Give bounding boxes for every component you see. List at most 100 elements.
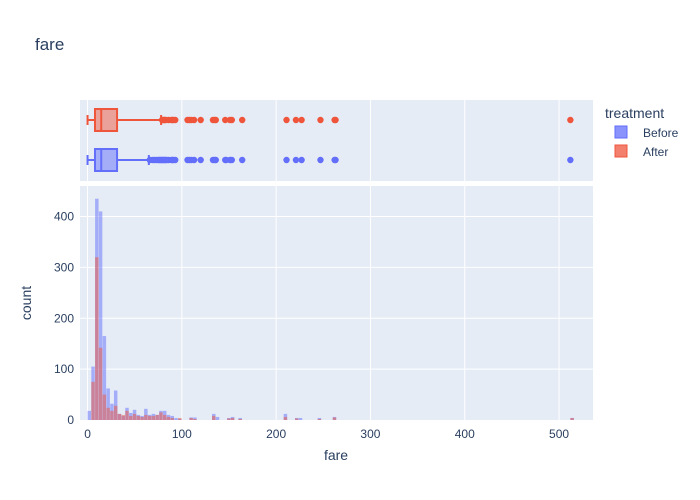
box-outlier-after	[238, 116, 246, 124]
hist-bar-before	[144, 408, 148, 420]
hist-bar-before	[113, 390, 118, 420]
hist-bar-before	[106, 388, 110, 420]
hist-bar-after	[121, 414, 125, 420]
hist-bar-after	[144, 414, 148, 420]
y-tick-label: 400	[54, 210, 74, 224]
box-outlier-after	[222, 116, 229, 124]
box-outlier-before	[228, 156, 236, 164]
hist-bar-after	[570, 417, 574, 420]
hist-bar-after	[125, 410, 129, 420]
legend-swatch-after	[614, 144, 628, 158]
hist-bar-after	[230, 417, 235, 420]
hist-bar-after	[159, 412, 163, 420]
gridlines	[80, 100, 593, 420]
x-tick-label: 300	[360, 427, 380, 441]
hist-bar-after	[193, 418, 197, 420]
y-tick-label: 100	[54, 362, 74, 376]
legend-swatch-before	[614, 125, 628, 139]
y-tick-label: 300	[54, 260, 74, 274]
box-outlier-before	[197, 156, 204, 164]
legend-label-before: Before	[643, 126, 679, 140]
hist-bar-before	[98, 211, 103, 420]
box-outlier-after	[567, 116, 574, 124]
legend-title: treatment	[605, 105, 664, 121]
box-outlier-after	[298, 116, 305, 124]
hist-bar-before	[102, 336, 107, 420]
hist-bar-after	[113, 405, 118, 420]
hist-bar-after	[155, 414, 159, 420]
box-panel-bg	[80, 100, 593, 181]
y-tick-label: 200	[54, 311, 74, 325]
box-outlier-after	[197, 116, 204, 124]
hist-bar-after	[317, 418, 322, 420]
y-axis-title: count	[18, 286, 34, 320]
hist-panel-bg	[80, 186, 593, 420]
hist-bar-after	[98, 347, 103, 420]
hist-bar-before	[193, 417, 197, 420]
box-iqr-before	[93, 148, 119, 172]
legend-item-after[interactable]: After	[614, 144, 668, 159]
x-tick-label: 0	[84, 427, 91, 441]
chart-title: fare	[35, 35, 64, 54]
box-outlier-before	[298, 156, 305, 164]
legend: treatment Before After	[605, 105, 679, 159]
box-outlier-before	[238, 156, 246, 164]
box-outlier-after	[172, 116, 179, 124]
box-outlier-after	[317, 116, 324, 124]
hist-bar-after	[332, 417, 337, 420]
hist-bar-after	[212, 415, 216, 420]
box-outlier-after	[212, 116, 219, 124]
box-outlier-after	[228, 116, 236, 124]
hist-bar-after	[283, 416, 288, 420]
histogram-bars	[87, 198, 574, 420]
box-outlier-before	[317, 156, 324, 164]
hist-bar-after	[162, 414, 167, 420]
box-outlier-before	[332, 156, 339, 164]
box-outlier-before	[567, 156, 574, 164]
x-tick-label: 100	[172, 427, 192, 441]
x-axis-title: fare	[324, 447, 348, 463]
hist-bar-after	[238, 418, 242, 420]
x-tick-label: 200	[266, 427, 286, 441]
hist-bar-after	[129, 415, 133, 420]
box-plots	[86, 108, 574, 172]
hist-bar-before	[215, 416, 220, 420]
box-outlier-before	[212, 156, 219, 164]
hist-bar-after	[106, 407, 110, 420]
hist-bar-after	[170, 417, 175, 420]
hist-bar-after	[189, 417, 193, 420]
hist-bar-after	[102, 394, 107, 420]
hist-bar-after	[151, 415, 156, 420]
y-tick-label: 0	[67, 413, 74, 427]
hist-bar-after	[227, 418, 231, 420]
box-outlier-after	[292, 116, 300, 124]
hist-bar-after	[178, 417, 182, 420]
box-outlier-after	[332, 116, 339, 124]
box-outlier-before	[172, 156, 179, 164]
box-outlier-before	[292, 156, 300, 164]
hist-bar-after	[166, 416, 171, 420]
hist-bar-before	[174, 417, 178, 420]
hist-bar-after	[295, 418, 299, 420]
hist-bar-after	[132, 413, 137, 420]
hist-bar-after	[95, 257, 99, 420]
box-iqr-after	[93, 108, 119, 132]
box-outlier-after	[190, 116, 198, 124]
hist-bar-after	[91, 381, 95, 420]
x-tick-label: 400	[455, 427, 475, 441]
hist-bar-before	[87, 410, 92, 420]
hist-bar-after	[117, 413, 122, 420]
hist-bar-after	[147, 415, 152, 420]
legend-label-after: After	[643, 145, 668, 159]
legend-item-before[interactable]: Before	[614, 125, 679, 140]
box-outlier-before	[190, 156, 198, 164]
box-outlier-after	[283, 116, 290, 124]
hist-bar-after	[140, 416, 144, 420]
hist-bar-after	[136, 415, 141, 420]
box-outlier-before	[283, 156, 290, 164]
x-tick-label: 500	[549, 427, 569, 441]
hist-bar-after	[110, 410, 114, 420]
hist-bar-before	[298, 417, 303, 420]
tick-labels: 0 100 200 300 400 500 0 100 200 300 400	[54, 210, 569, 441]
